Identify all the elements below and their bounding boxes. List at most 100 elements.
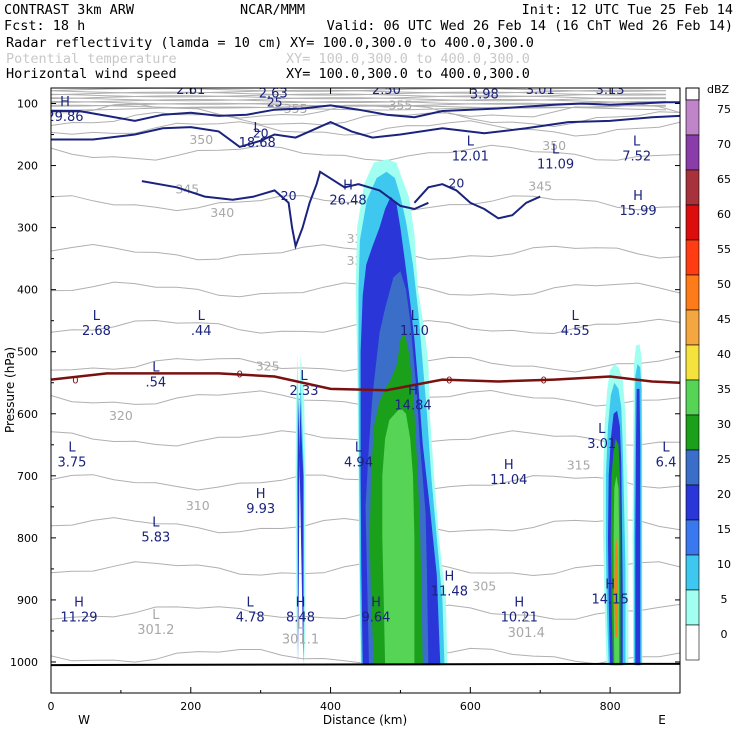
colorbar-swatch (685, 309, 700, 346)
colorbar-level-label: 40 (717, 348, 731, 361)
extremum-label: L3.75 (57, 441, 86, 471)
extrema-labels: L2.61L2.63L2.50L3.98L3.01L3.13H29.86L18.… (46, 68, 677, 647)
extremum-label: L11.09 (537, 143, 574, 173)
y-tick-label: 1000 (10, 656, 38, 669)
forecast-hour: Fcst: 18 h (4, 18, 85, 34)
colorbar-level-label: 0 (721, 628, 728, 641)
extremum-value: .54 (145, 375, 166, 390)
extremum-value: 3.98 (470, 88, 499, 103)
model-title: CONTRAST 3km ARW (4, 2, 135, 18)
extremum-label: L2.50 (372, 88, 401, 98)
field-xy: XY= 100.0,300.0 to 400.0,300.0 (286, 51, 530, 67)
extremum-kind: L (297, 617, 305, 632)
extremum-value: 18.68 (239, 136, 276, 151)
extremum-label: L7.52 (622, 135, 651, 165)
y-tick-label: 400 (17, 284, 38, 297)
extremum-kind: H (504, 458, 514, 473)
y-tick-label: 200 (17, 160, 38, 173)
reflectivity-cell-360 (295, 354, 306, 666)
theta-isoline (51, 120, 680, 137)
extremum-kind: L (411, 309, 419, 324)
x-tick-label: 800 (600, 700, 621, 713)
extremum-value: .44 (191, 324, 212, 339)
extremum-label: L3.01 (526, 68, 555, 98)
theta-level-label: 340 (210, 205, 234, 220)
theta-level-label: 325 (256, 358, 280, 373)
extremum-value: 301.2 (137, 623, 174, 638)
colorbar-level-label: 30 (717, 418, 731, 431)
extremum-kind: L (300, 369, 308, 384)
x-tick-label: 600 (460, 700, 481, 713)
x-tick-label: 0 (48, 700, 55, 713)
extremum-label: H8.48 (286, 596, 315, 626)
y-tick-label: 300 (17, 222, 38, 235)
colorbar-level-label: 15 (717, 523, 731, 536)
extremum-label: H11.48 (431, 570, 468, 600)
extremum-value: 29.86 (46, 110, 83, 125)
extremum-kind: L (187, 68, 195, 83)
colorbar-swatch (685, 624, 700, 661)
extremum-label: L.54 (145, 360, 166, 390)
extremum-kind: H (256, 487, 266, 502)
colorbar-level-label: 25 (717, 453, 731, 466)
surface-line (50, 662, 681, 667)
colorbar-swatch (685, 87, 700, 101)
wind-isotach-label: 20 (281, 188, 297, 203)
extremum-kind: H (444, 570, 454, 585)
extremum-label: L12.01 (452, 135, 489, 165)
field-name: Radar reflectivity (lamda = 10 cm) (6, 35, 282, 51)
extremum-value: 2.68 (82, 324, 111, 339)
extremum-kind: L (68, 441, 76, 456)
extremum-kind: L (270, 71, 278, 86)
colorbar-swatch (685, 449, 700, 486)
field-xy: XY= 100.0,300.0 to 400.0,300.0 (286, 66, 530, 82)
extremum-label: H9.93 (246, 487, 275, 517)
x-tick-label: 200 (180, 700, 201, 713)
extremum-label: L6.4 (656, 441, 677, 471)
y-tick-label: 900 (17, 594, 38, 607)
extremum-value: 15.99 (619, 204, 656, 219)
extremum-kind: H (408, 383, 418, 398)
extremum-kind: L (662, 441, 670, 456)
header: CONTRAST 3km ARW NCAR/MMM Init: 12 UTC T… (4, 2, 733, 82)
field-name: Potential temperature (6, 51, 177, 67)
theta-level-label: 350 (542, 138, 566, 153)
colorbar-swatch (685, 344, 700, 381)
y-axis-label: Pressure (hPa) (3, 347, 17, 433)
extremum-label: H11.04 (490, 458, 527, 488)
extremum-value: 11.04 (490, 473, 527, 488)
extremum-value: 2.33 (290, 384, 319, 399)
reflectivity-50dbz-area (614, 537, 618, 638)
extremum-value: 4.55 (561, 324, 590, 339)
y-tick-label: 700 (17, 470, 38, 483)
extremum-kind: H (605, 578, 615, 593)
extremum-value: 11.48 (431, 585, 468, 600)
colorbar-unit: dBZ (707, 83, 730, 96)
extremum-kind: H (343, 179, 353, 194)
extremum-value: 6.4 (656, 456, 677, 471)
colorbar-swatch (685, 414, 700, 451)
reflectivity-cell-500 (355, 159, 448, 666)
extremum-kind: L (537, 68, 545, 83)
reflectivity-cell-810 (603, 364, 629, 666)
extremum-value: 301.4 (508, 626, 545, 641)
colorbar-swatch (685, 134, 700, 171)
wind-isotach-25 (51, 101, 680, 122)
extremum-value: 14.84 (394, 398, 431, 413)
extremum-label: H14.15 (592, 578, 629, 608)
extremum-label: L4.55 (561, 309, 590, 339)
colorbar-level-label: 20 (717, 488, 731, 501)
extremum-kind: H (514, 596, 524, 611)
colorbar-swatch (685, 554, 700, 591)
freezing-level-label: 0 (446, 376, 452, 387)
extremum-value: 10.21 (501, 611, 538, 626)
colorbar-swatch (685, 274, 700, 311)
theta-isoline (51, 95, 667, 100)
extremum-label: H15.99 (619, 189, 656, 219)
theta-level-label: 310 (186, 498, 210, 513)
colorbar-level-label: 60 (717, 208, 731, 221)
extremum-label: L3.98 (470, 88, 499, 103)
extremum-kind: H (74, 596, 84, 611)
